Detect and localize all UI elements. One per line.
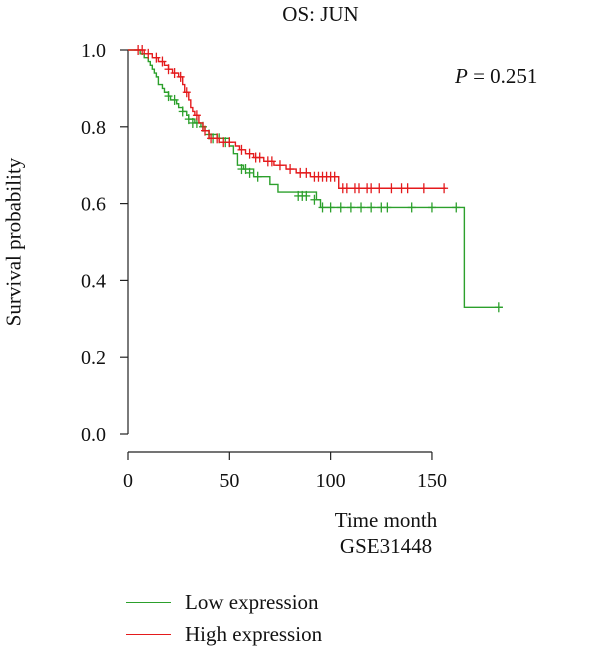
survival-curve-high	[128, 49, 447, 189]
legend: Low expression High expression	[126, 586, 322, 650]
legend-swatch-high	[126, 633, 171, 635]
x-tick-label: 150	[417, 470, 447, 492]
x-tick-label: 0	[123, 470, 133, 492]
x-tick-label: 100	[316, 470, 346, 492]
legend-label-high: High expression	[185, 621, 323, 646]
y-tick-label: 0.2	[81, 347, 106, 369]
y-tick-label: 0.4	[81, 270, 106, 292]
y-tick-label: 0.8	[81, 117, 106, 139]
legend-item-low: Low expression	[126, 586, 322, 618]
y-axis-label: Survival probability	[1, 157, 26, 327]
y-tick-label: 1.0	[81, 40, 106, 62]
p-symbol: P	[455, 64, 468, 88]
x-tick-label: 50	[219, 470, 239, 492]
legend-swatch-low	[126, 601, 171, 603]
y-tick-label: 0.0	[81, 424, 106, 446]
y-tick-label: 0.6	[81, 194, 106, 216]
chart-title: OS: JUN	[282, 2, 359, 26]
legend-item-high: High expression	[126, 618, 322, 650]
dataset-label: GSE31448	[339, 534, 433, 558]
x-axis-label: Time month	[334, 508, 438, 532]
legend-label-low: Low expression	[185, 589, 319, 614]
p-value-annotation: P = 0.251	[455, 64, 537, 89]
p-value-text: = 0.251	[467, 64, 538, 88]
